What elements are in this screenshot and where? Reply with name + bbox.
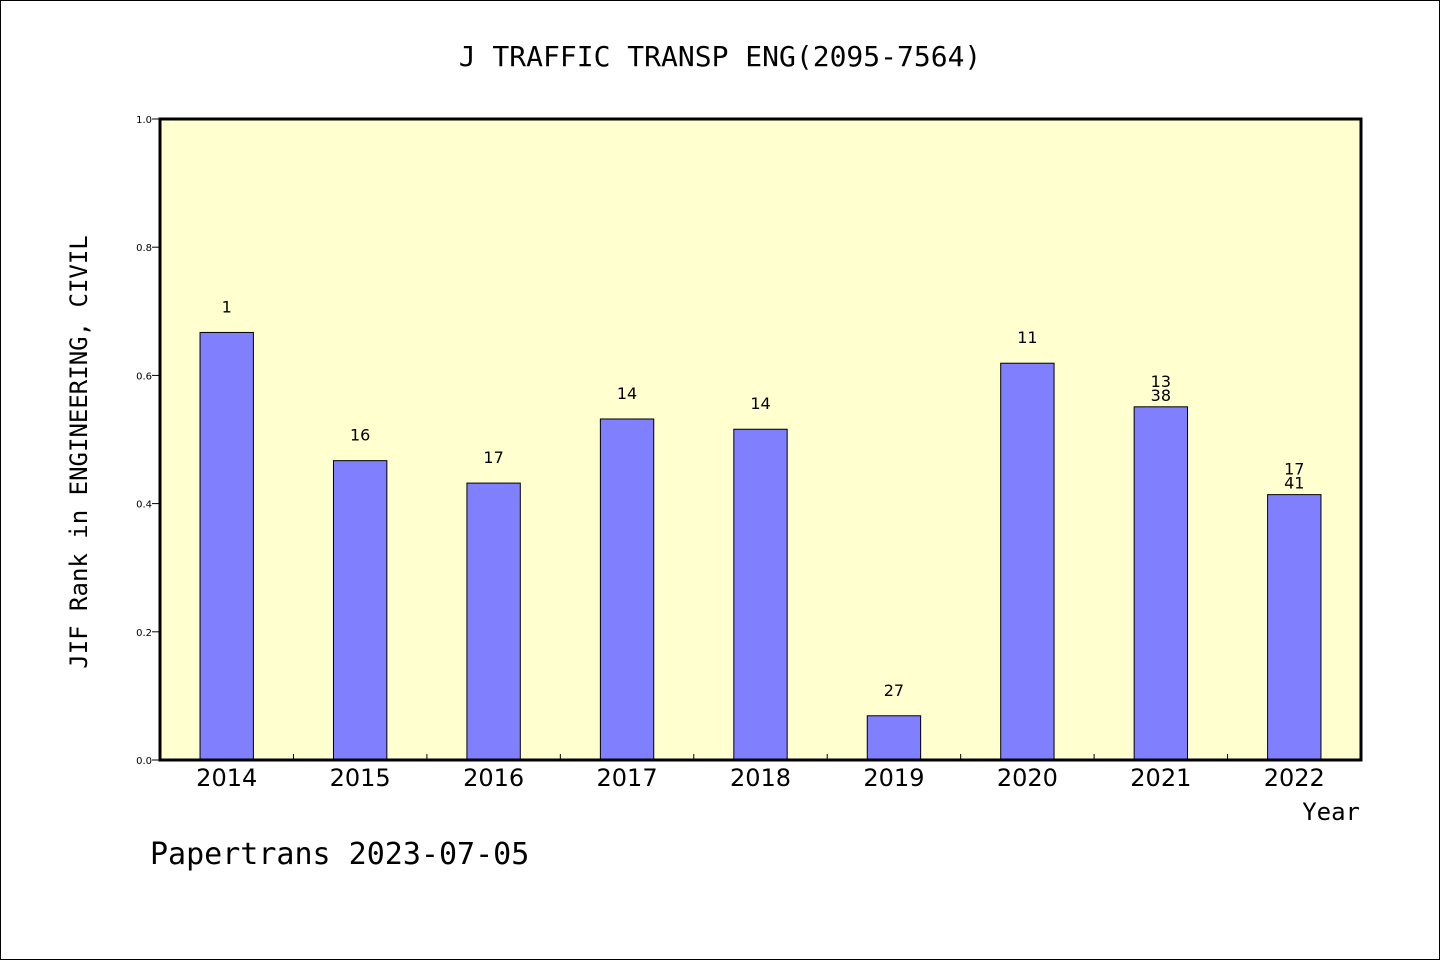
bar-2019 — [866, 715, 922, 761]
bar-2017 — [599, 418, 655, 761]
y-tick-label: 0.2 — [136, 628, 152, 639]
x-tick-label: 2021 — [1130, 764, 1191, 792]
bar-label: 27 — [884, 681, 904, 700]
y-axis-label: JIF Rank in ENGINEERING, CIVIL — [65, 235, 93, 668]
x-tick-label: 2019 — [863, 764, 924, 792]
y-tick-label: 0.8 — [136, 243, 152, 254]
bar-label: 17 — [1284, 460, 1304, 479]
x-axis-label: Year — [1302, 798, 1360, 826]
x-tick-label: 2014 — [196, 764, 257, 792]
bar-label: 14 — [617, 384, 637, 403]
bar-2021 — [1133, 406, 1189, 761]
x-tick-label: 2016 — [463, 764, 524, 792]
y-tick-label: 0.6 — [136, 371, 152, 382]
ticks-layer: 0.0 0.2 0.4 0.6 0.8 1.0 2014 2015 2016 2017 2018 20… — [136, 115, 1325, 792]
bar-2020 — [1000, 362, 1055, 761]
y-tick-label: 1.0 — [136, 115, 152, 126]
chart-title: J TRAFFIC TRANSP ENG(2095-7564) — [459, 40, 982, 73]
bar-label: 41 — [1284, 474, 1304, 493]
x-tick-label: 2022 — [1264, 764, 1325, 792]
bar-2022 — [1267, 494, 1322, 761]
x-tick-label: 2020 — [997, 764, 1058, 792]
bar-label: 11 — [1017, 328, 1037, 347]
bar-label: 13 — [1151, 372, 1171, 391]
bar-label: 14 — [750, 394, 770, 413]
y-tick-label: 0.0 — [136, 756, 152, 767]
plot-border — [158, 117, 1363, 762]
bar-label: 16 — [350, 426, 370, 445]
bar-label: 1 — [222, 297, 232, 316]
footer-credit: Papertrans 2023-07-05 — [150, 837, 529, 872]
bar-2014 — [199, 331, 254, 761]
x-tick-label: 2015 — [330, 764, 391, 792]
bar-label: 38 — [1151, 386, 1171, 405]
bar-2015 — [332, 460, 388, 761]
x-tick-label: 2018 — [730, 764, 791, 792]
y-tick-label: 0.4 — [136, 500, 152, 511]
x-tick-label: 2017 — [597, 764, 658, 792]
bar-2018 — [733, 428, 788, 761]
bar-label: 17 — [483, 448, 503, 467]
bar-2016 — [466, 482, 521, 761]
